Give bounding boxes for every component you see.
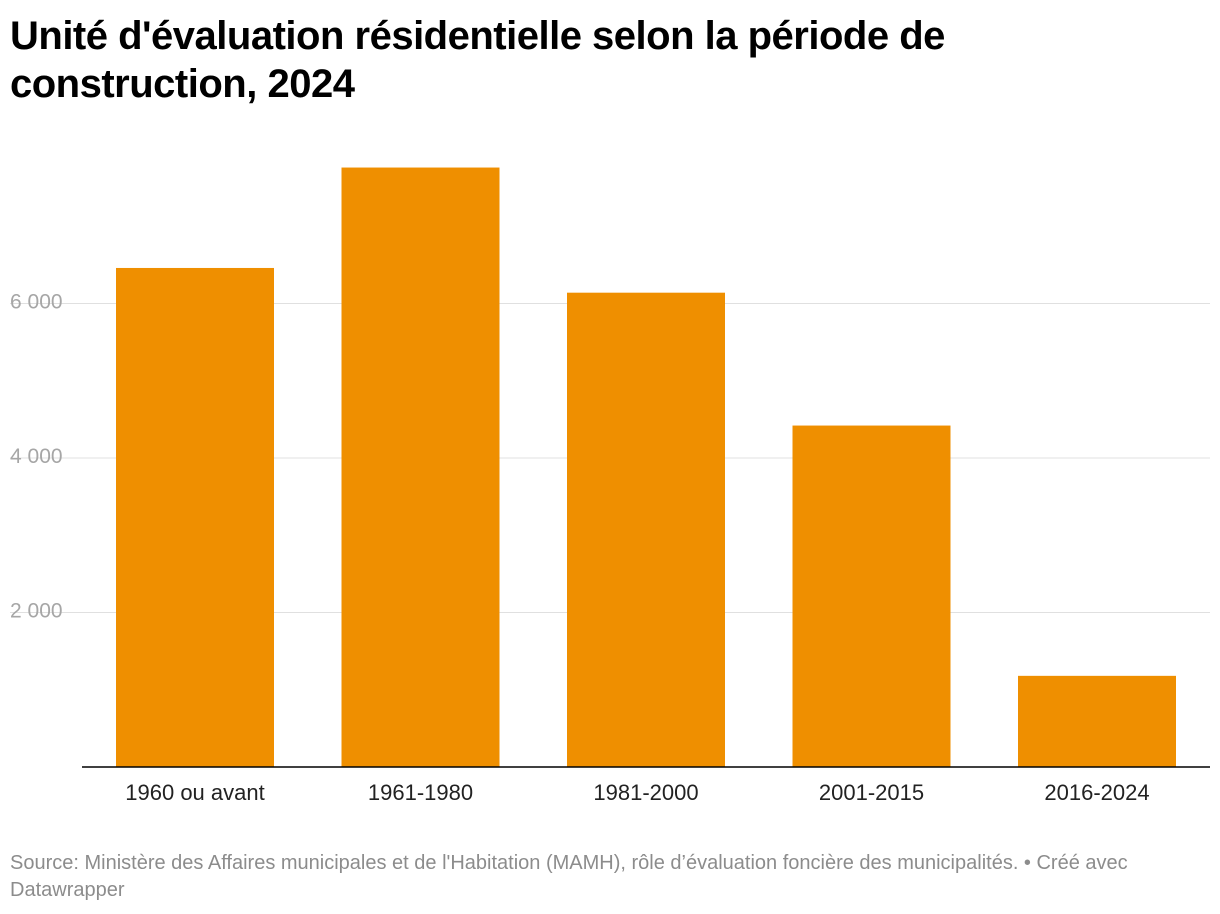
x-category-label: 2016-2024: [1044, 780, 1149, 805]
bar: [341, 167, 500, 768]
x-axis-category-labels: 1960 ou avant 1961-1980 1981-2000 2001-2015…: [125, 780, 1149, 805]
y-tick-label: 2 000: [10, 600, 63, 623]
y-tick-label: 4 000: [10, 445, 63, 468]
chart-title: Unité d'évaluation résidentielle selon l…: [10, 14, 945, 106]
bar: [567, 292, 725, 767]
x-category-label: 1960 ou avant: [125, 780, 264, 805]
y-tick-label: 6 000: [10, 291, 63, 314]
bar: [116, 267, 274, 767]
bar: [1018, 675, 1176, 767]
bars: [116, 167, 1176, 768]
x-category-label: 1961-1980: [368, 780, 473, 805]
source-note: Source: Ministère des Affaires municipal…: [10, 852, 1128, 901]
y-axis-tick-labels: 2 000 4 000 6 000: [10, 291, 63, 623]
bar: [792, 425, 951, 767]
x-category-label: 2001-2015: [819, 780, 924, 805]
x-category-label: 1981-2000: [593, 780, 698, 805]
